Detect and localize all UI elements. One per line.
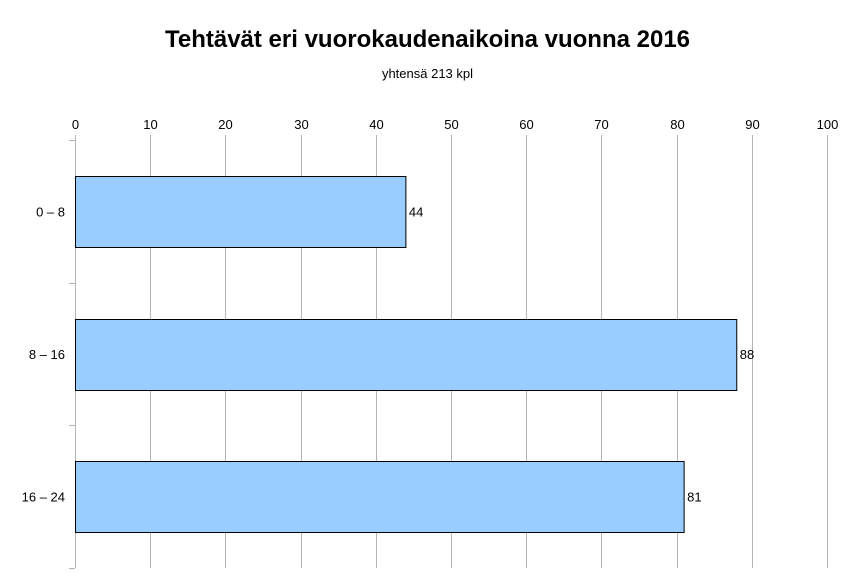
y-tick-label: 0 – 8 (36, 204, 65, 219)
x-tick-label: 90 (745, 117, 759, 132)
x-tick-label: 70 (594, 117, 608, 132)
x-tick-label: 50 (444, 117, 458, 132)
data-label: 44 (409, 204, 423, 219)
bar (75, 461, 685, 533)
x-tick-label: 100 (817, 117, 839, 132)
chart-subtitle: yhtensä 213 kpl (381, 66, 474, 81)
bar (75, 176, 407, 248)
y-tick-label: 16 – 24 (22, 490, 65, 505)
x-tick-label: 80 (670, 117, 684, 132)
x-tick-label: 30 (294, 117, 308, 132)
x-tick-label: 40 (369, 117, 383, 132)
x-tick-label: 20 (218, 117, 232, 132)
x-tick-label: 10 (143, 117, 157, 132)
x-tick-label: 60 (519, 117, 533, 132)
data-label: 81 (687, 490, 701, 505)
y-tick-label: 8 – 16 (29, 347, 65, 362)
bar (75, 319, 738, 391)
chart-title: Tehtävät eri vuorokaudenaikoina vuonna 2… (164, 26, 691, 53)
data-label: 88 (740, 347, 754, 362)
x-tick-label: 0 (72, 117, 79, 132)
